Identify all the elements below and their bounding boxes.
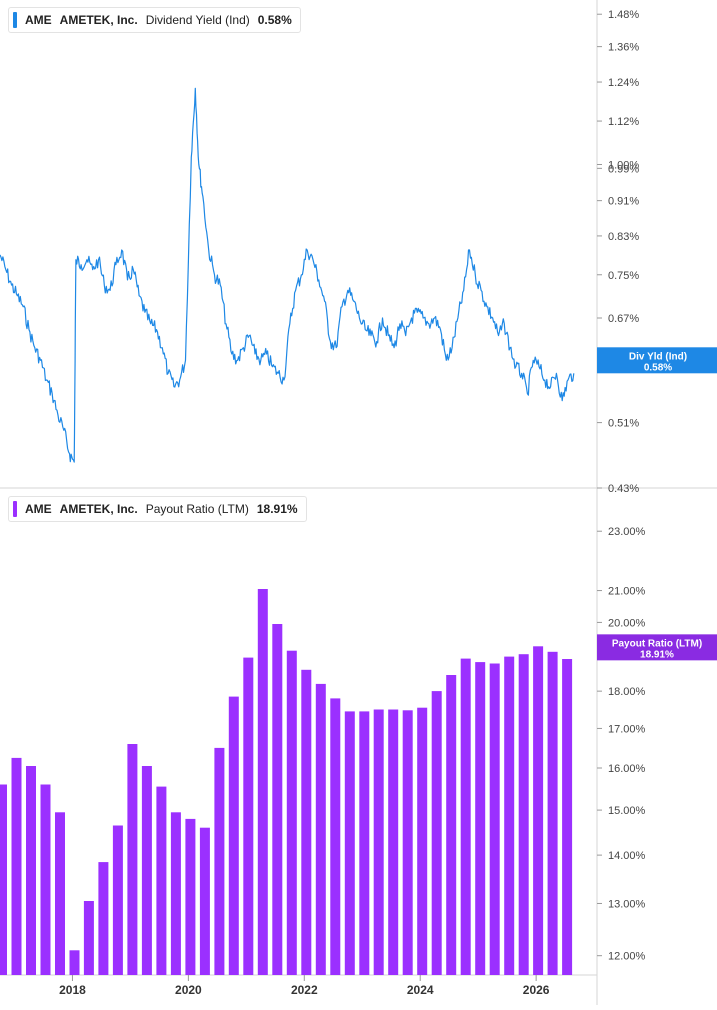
y-tick-label: 1.24% [608,77,639,89]
payout-ratio-bar [0,784,7,975]
payout-ratio-bar [330,698,341,975]
payout-ratio-legend[interactable]: AME AMETEK, Inc. Payout Ratio (LTM) 18.9… [8,496,307,522]
payout-ratio-bar [431,691,442,975]
legend-value: 0.58% [257,13,292,27]
dividend-yield-plot [0,87,575,463]
dividend-yield-legend-swatch [13,12,17,28]
payout-ratio-bar [112,825,123,975]
legend-ticker: AME [25,502,52,516]
x-tick-label: 2020 [175,983,202,997]
payout-ratio-bar [315,683,326,975]
legend-value: 18.91% [256,502,298,516]
flag-value: 0.58% [644,362,672,373]
flag-label: Payout Ratio (LTM) [612,638,702,649]
legend-metric: Payout Ratio (LTM) [145,502,249,516]
y-tick-label: 0.51% [608,418,639,430]
y-tick-label: 1.12% [608,116,639,128]
payout-ratio-bar [55,812,65,975]
payout-ratio-bar [489,663,500,975]
payout-ratio-bar [243,657,254,975]
payout-ratio-bar [127,744,138,975]
payout-ratio-bar [98,862,109,975]
payout-ratio-legend-swatch [13,501,17,517]
y-tick-label: 14.00% [608,850,646,862]
dividend-yield-y-axis: 1.48% 1.36% 1.24% 1.12% 1.00%0.99% 0.91% 0.83%… [597,9,639,495]
payout-ratio-bar [11,757,22,975]
payout-ratio-bar [373,709,384,975]
y-tick-label: 12.00% [608,951,646,963]
y-tick-label: 0.43% [608,483,639,495]
y-tick-label: 0.91% [608,196,639,208]
payout-ratio-y-axis: 23.00% 21.00% 20.00% 18.00% 17.00% 16.00% 15.0… [597,526,646,963]
payout-ratio-bar [547,651,558,975]
legend-metric: Dividend Yield (Ind) [145,13,250,27]
x-tick-label: 2026 [523,983,550,997]
payout-ratio-bar [359,711,370,975]
y-tick-label: 17.00% [608,723,646,735]
payout-ratio-bar [475,662,486,975]
y-tick-label: 1.36% [608,42,639,54]
x-tick-label: 2018 [59,983,86,997]
payout-ratio-bar [446,675,457,975]
payout-ratio-bar [257,589,268,975]
payout-ratio-bar [301,669,312,975]
payout-ratio-bar [504,656,515,975]
payout-ratio-bar [156,786,167,975]
y-tick-label: 1.00% [608,159,639,171]
flag-value: 18.91% [640,649,674,660]
payout-ratio-plot [0,589,573,975]
y-tick-label: 21.00% [608,586,646,598]
dividend-yield-last-value-flag: Div Yld (Ind)0.58% [597,347,717,374]
payout-ratio-bar [214,747,225,975]
y-tick-label: 1.48% [608,9,639,21]
payout-ratio-bar [83,901,94,975]
payout-ratio-bar [402,710,413,975]
x-tick-label: 2024 [407,983,434,997]
payout-ratio-bar [69,950,80,975]
payout-ratio-bar [170,812,181,975]
y-tick-label: 13.00% [608,898,646,910]
x-tick-label: 2022 [291,983,318,997]
y-tick-label: 23.00% [608,526,646,538]
dividend-yield-series-line [0,87,575,463]
legend-ticker: AME [25,13,52,27]
y-tick-label: 0.75% [608,270,639,282]
payout-ratio-bar [344,711,355,975]
x-axis: 2018 2020 2022 2024 2026 [59,975,550,997]
payout-ratio-last-value-flag: Payout Ratio (LTM)18.91% [597,634,717,661]
payout-ratio-bar [185,818,196,975]
payout-ratio-bar [417,707,428,975]
y-tick-label: 0.67% [608,313,639,325]
y-tick-label: 20.00% [608,617,646,629]
payout-ratio-bar [228,696,239,975]
payout-ratio-bar [533,646,544,975]
legend-company: AMETEK, Inc. [59,13,138,27]
payout-ratio-bar [272,624,283,975]
legend-company: AMETEK, Inc. [59,502,138,516]
payout-ratio-bar [199,827,210,975]
payout-ratio-bar [286,650,297,975]
payout-ratio-bar [562,659,573,975]
payout-ratio-bar [141,766,152,975]
y-tick-label: 18.00% [608,686,646,698]
y-tick-label: 16.00% [608,763,646,775]
y-tick-label: 0.99% [608,163,639,175]
payout-ratio-bar [40,784,51,975]
dividend-yield-legend[interactable]: AME AMETEK, Inc. Dividend Yield (Ind) 0.… [8,7,301,33]
flag-background [597,634,717,661]
payout-ratio-bar [388,709,399,975]
payout-ratio-bar [26,766,36,975]
flag-label: Div Yld (Ind) [629,351,687,362]
payout-ratio-bar [518,654,529,975]
flag-background [597,347,717,374]
payout-ratio-bar [460,658,471,975]
y-tick-label: 15.00% [608,805,646,817]
y-tick-label: 0.83% [608,231,639,243]
